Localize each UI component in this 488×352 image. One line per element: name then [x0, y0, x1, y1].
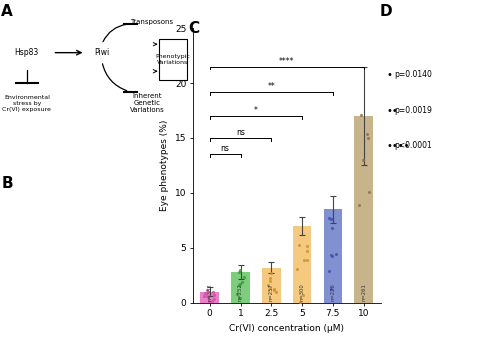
- Bar: [354, 116, 373, 303]
- Point: [327, 216, 335, 221]
- Point: [267, 271, 275, 276]
- Point: [355, 202, 363, 208]
- Point: [300, 257, 308, 263]
- Text: Transposons: Transposons: [130, 19, 173, 25]
- Point: [266, 275, 274, 281]
- Text: n=300: n=300: [300, 283, 305, 301]
- Point: [235, 269, 243, 275]
- Point: [239, 279, 246, 285]
- Point: [209, 289, 217, 295]
- Bar: [231, 272, 250, 303]
- Text: Phenotypic
Variations: Phenotypic Variations: [156, 54, 190, 65]
- Point: [299, 292, 307, 297]
- Point: [327, 252, 335, 258]
- Point: [201, 290, 209, 296]
- Point: [236, 268, 244, 273]
- Point: [303, 243, 311, 249]
- Text: ****: ****: [279, 57, 294, 65]
- Bar: [324, 209, 342, 303]
- Y-axis label: Eye phenotypes (%): Eye phenotypes (%): [161, 120, 169, 211]
- Point: [296, 299, 304, 305]
- Text: n=362: n=362: [207, 283, 212, 301]
- Point: [211, 296, 219, 302]
- Text: n=261: n=261: [361, 283, 366, 301]
- Point: [235, 282, 243, 288]
- Point: [357, 112, 365, 118]
- Point: [328, 226, 336, 231]
- Point: [270, 288, 278, 293]
- Point: [201, 293, 208, 299]
- Bar: [262, 268, 281, 303]
- Point: [272, 289, 280, 295]
- Text: ns: ns: [236, 128, 245, 137]
- Point: [204, 294, 212, 300]
- Point: [360, 157, 367, 163]
- Text: Inherent
Genetic
Variations: Inherent Genetic Variations: [130, 93, 165, 113]
- Point: [270, 286, 278, 292]
- Text: ••: ••: [387, 106, 399, 115]
- FancyBboxPatch shape: [159, 39, 187, 80]
- Text: Hsp83: Hsp83: [15, 48, 39, 57]
- Text: ns: ns: [221, 144, 229, 153]
- Text: n=257: n=257: [269, 283, 274, 301]
- Point: [328, 253, 336, 259]
- Point: [327, 286, 335, 292]
- Point: [233, 292, 241, 297]
- Text: p=0.0019: p=0.0019: [394, 106, 432, 115]
- Text: n=252: n=252: [238, 283, 243, 301]
- Point: [210, 293, 218, 298]
- Point: [203, 293, 210, 298]
- Text: *: *: [254, 106, 258, 115]
- Text: •: •: [387, 70, 393, 80]
- Point: [364, 135, 372, 141]
- Point: [363, 131, 371, 137]
- Point: [304, 257, 311, 263]
- Point: [293, 266, 301, 271]
- Point: [266, 278, 274, 284]
- Text: Piwi: Piwi: [94, 48, 109, 57]
- Text: **: **: [267, 82, 275, 91]
- Point: [264, 282, 272, 288]
- Point: [295, 242, 303, 248]
- Point: [205, 298, 213, 304]
- Point: [332, 251, 340, 257]
- Text: p<0.0001: p<0.0001: [394, 141, 432, 150]
- Text: Environmental
stress by
Cr(VI) exposure: Environmental stress by Cr(VI) exposure: [2, 95, 51, 112]
- Point: [266, 285, 274, 291]
- Text: n=226: n=226: [330, 283, 335, 301]
- Point: [365, 189, 372, 195]
- Point: [325, 269, 333, 274]
- Text: p=0.0140: p=0.0140: [394, 70, 432, 80]
- X-axis label: Cr(VI) concentration (μM): Cr(VI) concentration (μM): [229, 323, 344, 333]
- Point: [208, 298, 216, 304]
- Bar: [293, 226, 311, 303]
- Text: ••••: ••••: [387, 141, 410, 151]
- Text: C: C: [188, 21, 199, 36]
- Point: [236, 295, 244, 301]
- Point: [241, 274, 248, 280]
- Bar: [201, 292, 219, 303]
- Point: [203, 287, 211, 293]
- Text: B: B: [1, 176, 13, 191]
- Point: [325, 215, 333, 221]
- Text: D: D: [380, 4, 392, 19]
- Point: [303, 248, 311, 254]
- Point: [237, 281, 244, 287]
- Text: A: A: [1, 4, 13, 19]
